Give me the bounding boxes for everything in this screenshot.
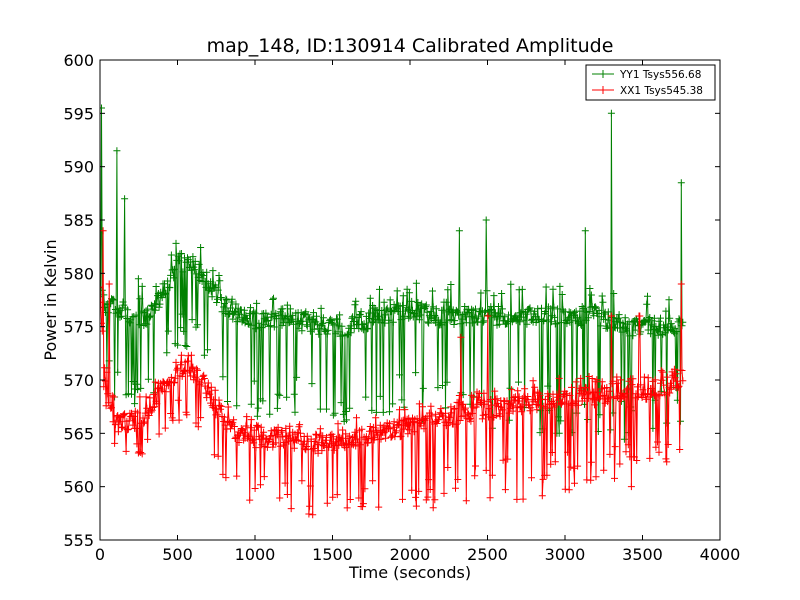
chart-title: map_148, ID:130914 Calibrated Amplitude — [207, 35, 614, 57]
legend-entry-yy1: YY1 Tsys556.68 — [592, 69, 701, 81]
y-axis-label: Power in Kelvin — [41, 239, 60, 360]
series-markers — [100, 227, 687, 519]
legend-box — [585, 64, 716, 101]
y-tick-label: 575 — [63, 318, 94, 337]
x-tick-label: 2500 — [467, 545, 508, 564]
legend-entry-xx1: XX1 Tsys545.38 — [592, 85, 703, 97]
series-xx1 — [100, 227, 687, 519]
ticks-layer: 0 500 1000 1500 2000 2500 3000 3500 4000 555 560 56… — [63, 51, 740, 564]
x-tick-label: 3000 — [545, 545, 586, 564]
y-tick-label: 560 — [63, 478, 94, 497]
x-tick-label: 500 — [162, 545, 193, 564]
y-tick-label: 565 — [63, 424, 94, 443]
y-tick-label: 595 — [63, 104, 94, 123]
y-tick-label: 570 — [63, 371, 94, 390]
x-tick-label: 2000 — [390, 545, 431, 564]
x-tick-label: 4000 — [700, 545, 741, 564]
y-tick-label: 580 — [63, 264, 94, 283]
x-tick-label: 0 — [95, 545, 105, 564]
legend-label-yy1: YY1 Tsys556.68 — [619, 69, 701, 81]
legend-marker-yy1-icon — [599, 70, 607, 78]
legend-marker-xx1-icon — [599, 86, 607, 94]
y-tick-label: 555 — [63, 531, 94, 550]
legend: YY1 Tsys556.68 XX1 Tsys545.38 — [585, 64, 716, 101]
series-yy1 — [100, 104, 687, 443]
legend-label-xx1: XX1 Tsys545.38 — [620, 85, 703, 97]
series-markers — [100, 104, 687, 443]
y-tick-label: 590 — [63, 158, 94, 177]
x-axis-label: Time (seconds) — [348, 563, 471, 582]
series-layer — [100, 104, 687, 519]
x-tick-label: 1000 — [235, 545, 276, 564]
y-tick-label: 600 — [63, 51, 94, 70]
x-tick-label: 3500 — [622, 545, 663, 564]
x-tick-label: 1500 — [312, 545, 353, 564]
y-tick-label: 585 — [63, 211, 94, 230]
